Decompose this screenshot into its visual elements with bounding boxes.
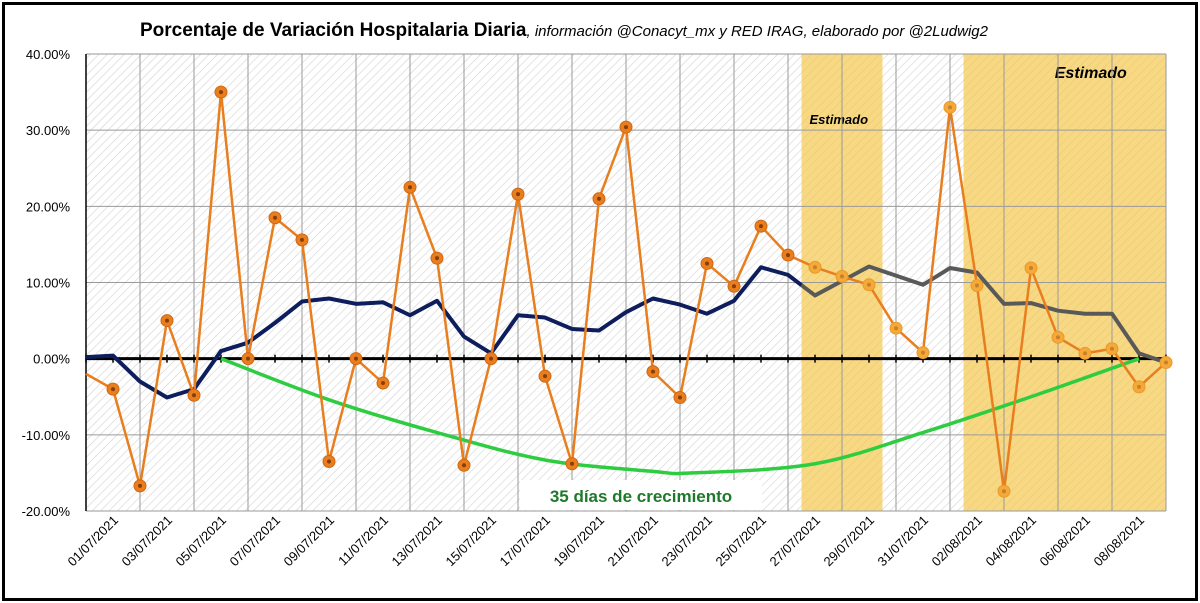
daily-variation-point-center bbox=[138, 483, 142, 488]
daily-variation-point-center bbox=[975, 283, 979, 288]
annotation-text: 35 días de crecimiento bbox=[550, 487, 732, 506]
daily-variation-point-center bbox=[1029, 266, 1033, 271]
daily-variation-point-center bbox=[300, 237, 304, 242]
daily-variation-point-center bbox=[408, 185, 412, 190]
x-tick-label: 08/08/2021 bbox=[1090, 513, 1147, 570]
chart-title-main: Porcentaje de Variación Hospitalaria Dia… bbox=[140, 20, 527, 41]
x-tick-label: 09/07/2021 bbox=[280, 513, 337, 570]
y-tick-label: 30.00% bbox=[26, 123, 71, 138]
daily-variation-point-center bbox=[840, 274, 844, 279]
daily-variation-point-center bbox=[1164, 360, 1168, 365]
daily-variation-point-center bbox=[489, 356, 493, 361]
x-tick-label: 04/08/2021 bbox=[982, 513, 1039, 570]
daily-variation-point-center bbox=[732, 284, 736, 289]
x-tick-label: 21/07/2021 bbox=[604, 513, 661, 570]
y-tick-label: 10.00% bbox=[26, 276, 71, 291]
daily-variation-point-center bbox=[1056, 335, 1060, 340]
daily-variation-point-center bbox=[678, 395, 682, 400]
chart-title: Porcentaje de Variación Hospitalaria Dia… bbox=[140, 20, 989, 41]
x-tick-label: 25/07/2021 bbox=[712, 513, 769, 570]
daily-variation-point-center bbox=[462, 463, 466, 468]
daily-variation-point-center bbox=[354, 356, 358, 361]
y-tick-label: -10.00% bbox=[22, 428, 71, 443]
average-line-estimated bbox=[800, 264, 1167, 365]
daily-variation-point-center bbox=[165, 318, 169, 323]
x-tick-label: 06/08/2021 bbox=[1036, 513, 1093, 570]
daily-variation-point-center bbox=[570, 461, 574, 466]
daily-variation-point-center bbox=[435, 256, 439, 261]
daily-variation-point-center bbox=[705, 261, 709, 266]
chart-subtitle: , información @Conacyt_mx y RED IRAG, el… bbox=[527, 23, 989, 40]
daily-variation-point-center bbox=[759, 224, 763, 229]
x-tick-label: 05/07/2021 bbox=[172, 513, 229, 570]
x-tick-label: 17/07/2021 bbox=[496, 513, 553, 570]
daily-variation-point-center bbox=[948, 105, 952, 110]
daily-variation-point-center bbox=[111, 387, 115, 392]
daily-variation-point-center bbox=[651, 369, 655, 374]
daily-variation-point-center bbox=[273, 215, 277, 220]
x-tick-label: 19/07/2021 bbox=[550, 513, 607, 570]
average-line bbox=[85, 265, 803, 400]
estimated-band-label-2: Estimado bbox=[1055, 65, 1127, 82]
y-tick-label: -20.00% bbox=[22, 504, 71, 519]
x-tick-label: 01/07/2021 bbox=[64, 513, 121, 570]
y-tick-label: 40.00% bbox=[26, 47, 71, 62]
x-tick-label: 15/07/2021 bbox=[442, 513, 499, 570]
daily-variation-point-center bbox=[327, 459, 331, 464]
estimated-band-label-1: Estimado bbox=[810, 112, 869, 127]
daily-variation-point-center bbox=[786, 253, 790, 258]
daily-variation-point-center bbox=[813, 265, 817, 270]
x-tick-label: 11/07/2021 bbox=[335, 513, 391, 569]
annotation-box bbox=[520, 480, 762, 510]
x-tick-label: 13/07/2021 bbox=[388, 513, 445, 570]
daily-variation-point-center bbox=[921, 350, 925, 355]
daily-variation-point-center bbox=[1110, 346, 1114, 351]
growth-curve-line bbox=[220, 357, 1140, 476]
y-tick-label: 20.00% bbox=[26, 199, 71, 214]
daily-variation-point-center bbox=[543, 374, 547, 379]
daily-variation-point-center bbox=[894, 326, 898, 331]
daily-variation-point-center bbox=[624, 125, 628, 130]
y-tick-label: 0.00% bbox=[33, 352, 70, 367]
daily-variation-point-center bbox=[1137, 384, 1141, 389]
daily-variation-point-center bbox=[219, 90, 223, 95]
daily-variation-point-center bbox=[381, 381, 385, 386]
daily-variation-point-center bbox=[516, 192, 520, 197]
daily-variation-point-center bbox=[867, 282, 871, 287]
daily-variation-point-center bbox=[1002, 489, 1006, 494]
x-tick-label: 31/07/2021 bbox=[874, 513, 931, 570]
x-tick-label: 03/07/2021 bbox=[118, 513, 175, 570]
x-tick-label: 29/07/2021 bbox=[820, 513, 877, 570]
x-tick-label: 07/07/2021 bbox=[226, 513, 283, 570]
daily-variation-point-center bbox=[1083, 351, 1087, 356]
x-tick-label: 02/08/2021 bbox=[928, 513, 985, 570]
x-tick-label: 23/07/2021 bbox=[658, 513, 715, 570]
daily-variation-point-center bbox=[246, 356, 250, 361]
daily-variation-point-center bbox=[192, 393, 196, 398]
daily-variation-point-center bbox=[597, 196, 601, 201]
x-tick-label: 27/07/2021 bbox=[766, 513, 823, 570]
